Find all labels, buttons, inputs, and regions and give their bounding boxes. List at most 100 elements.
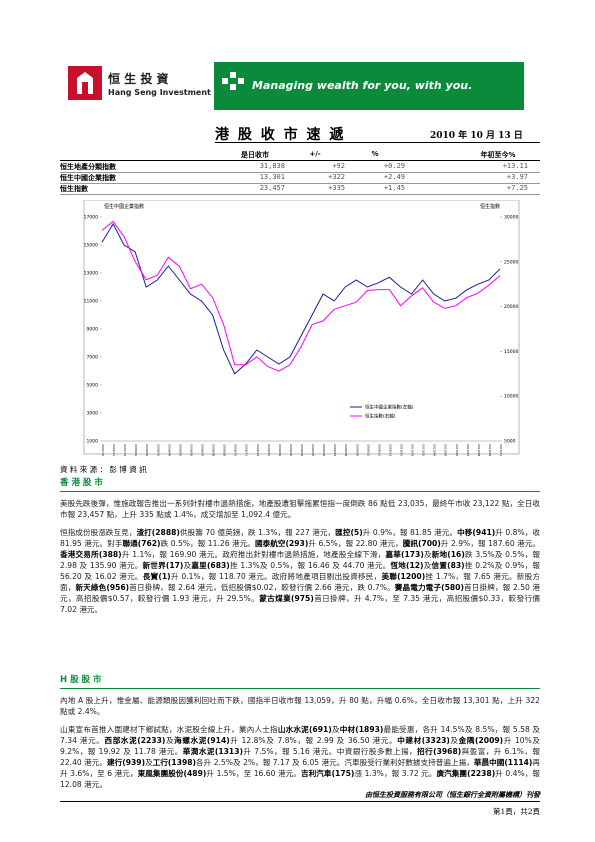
row-name: 恒生中國企業指數 (60, 174, 116, 182)
text-run: 跌 3.5%及 0.5%，報 2.98 及 135.90 港元。 (60, 550, 541, 570)
text-run: 及 (145, 758, 153, 767)
series-line (101, 220, 501, 372)
paragraph: 內地 A 股上升，惟金屬、能源類股因獲利回吐而下跌，國指半日收市報 13,059… (60, 695, 540, 717)
x-tick-label: 2009/06 (322, 444, 326, 456)
stock-name: 山水水泥(691) (277, 725, 332, 734)
paragraph: 山東宣布首推入圍建材下鄉試點，水泥股全線上升，業內人士指山水水泥(691)及中材… (60, 724, 540, 790)
x-tick-label: 2008/09 (223, 444, 227, 456)
stock-name: 蒙古煤業(975) (259, 594, 314, 603)
stock-name: 新地(16) (431, 550, 465, 559)
logo-cn: 恒 生 投 資 (108, 72, 169, 86)
chart-source: 資 料 來 源 ： 彭 博 資 訊 (60, 465, 147, 474)
x-tick-label: 2009/01 (267, 444, 271, 456)
stock-name: 恆地(12) (390, 561, 424, 570)
stock-name: 信置(83) (431, 561, 465, 570)
stock-name: 嘉里(683) (191, 561, 230, 570)
text-run: 美股先跌後彈，惟施政報告推出一系列針對樓市過熱措施，地產股遭狙擊拖累恒指一度倒跌… (60, 499, 540, 519)
text-run: 與盈富，升 6.1%，報 22.40 港元。 (60, 747, 540, 767)
text-run: 及 (331, 725, 340, 734)
cell: +7.25 (506, 184, 528, 192)
stock-name: 匯控(5) (335, 528, 363, 537)
text-run: 漲 1.3%，報 3.72 元。 (354, 769, 437, 778)
stock-name: 聯通(762) (122, 539, 161, 548)
text-run: 及 (165, 736, 175, 745)
column-header: % (371, 150, 379, 158)
stock-name: 渣打(2888) (136, 528, 180, 537)
cell: +335 (328, 184, 345, 192)
y-tick-label: 3000 (87, 411, 99, 417)
x-tick-label: 2009/08 (344, 444, 348, 456)
y-tick-label: 7000 (87, 355, 99, 361)
x-tick-label: 2008/01 (134, 444, 138, 456)
text-run: 升 0.9%，報 81.85 港元。 (362, 528, 458, 537)
series-line (101, 222, 501, 375)
cell: 23,457 (259, 184, 285, 192)
text-run: 供股籌 70 億英鎊，跌 1.3%，報 227 港元， (179, 528, 336, 537)
cell: +1.45 (383, 184, 405, 192)
title-rule (215, 142, 540, 143)
slogan: Managing wealth for you, with you. (252, 79, 473, 92)
x-tick-label: 2008/03 (156, 444, 160, 456)
cell: +2.49 (383, 173, 405, 181)
x-tick-label: 2009/03 (289, 444, 293, 456)
y-axis-title: 恒生中國企業指數 (104, 203, 144, 210)
text-run: 首日掛牌，升 4.7%，至 7.35 港元，高招股價$0.33，較發行價 7.0… (60, 594, 541, 614)
x-tick-label: 2008/04 (167, 444, 171, 456)
section-heading: 香 港 股 市 (60, 478, 540, 492)
text-run: 升 0.8%，收 81.95 港元。對手 (60, 528, 540, 548)
x-tick-label: 2009/10 (366, 444, 370, 456)
text-run: 升 0.1%，報 118.70 港元。政府將地產項目剔出投資移民， (170, 572, 382, 581)
text-run: 內地 A 股上升，惟金屬、能源類股因獲利回吐而下跌，國指半日收市報 13,059… (60, 696, 540, 716)
x-tick-label: 2010/06 (455, 444, 459, 456)
y2-tick-label: 30000 (504, 215, 518, 221)
stock-name: 金隅(2009) (458, 736, 504, 745)
x-tick-label: 2009/04 (300, 444, 304, 456)
legend-label: 恒生指數(右軸) (365, 413, 396, 420)
doc-title: 港 股 收 市 速 遞 (215, 127, 346, 143)
x-tick-label: 2008/08 (212, 444, 216, 456)
text-run: 升 1.1%，報 169.90 港元。政府推出針對樓市過熱措施，地產股全線下滑， (121, 550, 386, 559)
text-run: 跌 0.5%，報 11.26 港元。 (160, 539, 255, 548)
doc-date: 2010 年 10 月 13 日 (430, 131, 523, 141)
cell: +13.11 (502, 162, 528, 170)
section: 香 港 股 市美股先跌後彈，惟施政報告推出一系列針對樓市過熱措施，地產股遭狙擊拖… (60, 478, 540, 622)
x-tick-label: 2009/05 (311, 444, 315, 456)
stock-name: 騰訊(700) (402, 539, 441, 548)
row-name: 恒生地產分類指數 (60, 163, 116, 171)
row-rule (60, 183, 540, 184)
column-header: 是日收市 (241, 151, 269, 159)
logo-en: Hang Seng Investment (108, 88, 211, 97)
cell: +92 (332, 162, 345, 170)
stock-name: 國泰航空(293) (254, 539, 309, 548)
text-run: 挫 1.7%，報 7.65 港元。新股方面， (60, 572, 540, 592)
x-tick-label: 2010/01 (400, 444, 404, 456)
logo-icon (77, 72, 93, 94)
stock-name: 西部水泥(2233) (104, 736, 166, 745)
x-tick-label: 2009/07 (333, 444, 337, 456)
x-tick-label: 2009/09 (355, 444, 359, 456)
x-tick-label: 2009/12 (388, 444, 392, 456)
legend-label: 恒生中國企業指數(左軸) (365, 404, 414, 411)
text-run: 山東宣布首推入圍建材下鄉試點，水泥股全線上升，業內人士指 (60, 725, 278, 734)
stock-name: 嘉華(173) (385, 550, 424, 559)
y2-tick-label: 15000 (504, 349, 518, 355)
text-run: 首日掛牌，報 2.50 港元，高招股價$0.57，較發行價 1.93 港元，升 … (60, 583, 540, 603)
y-tick-label: 13000 (84, 271, 98, 277)
x-tick-label: 2009/11 (377, 444, 381, 456)
stock-name: 中移(941) (457, 528, 496, 537)
text-run: 升 2.9%，報 187.60 港元。 (440, 539, 540, 548)
stock-name: 招行(3968) (417, 747, 462, 756)
logo-mark (68, 66, 102, 100)
x-tick-label: 2008/05 (178, 444, 182, 456)
banner: Managing wealth for you, with you. (214, 62, 524, 110)
text-run: 最能受惠，各升 14.5%及 8.5%，報 5.58 及 7.34 港元。 (60, 725, 541, 745)
y2-tick-label: 10000 (504, 394, 518, 400)
text-run: 各升 2.5%及 2%，報 7.17 及 6.05 港元。汽車股受行業利好數據支… (196, 758, 474, 767)
paragraph: 美股先跌後彈，惟施政報告推出一系列針對樓市過熱措施，地產股遭狙擊拖累恒指一度倒跌… (60, 498, 540, 520)
text-run: 升 7.5%，報 5.16 港元。中資銀行股多數上揚， (242, 747, 418, 756)
text-run: 恒指成份股漲跌互見， (60, 528, 137, 537)
cell: +0.29 (383, 162, 405, 170)
x-tick-label: 2010/10 (499, 444, 503, 456)
text-run: 首日掛牌，報 2.64 港元，低招股價$0.02，較發行價 2.66 港元，跌 … (129, 583, 395, 592)
text-run: 及 (183, 561, 192, 570)
